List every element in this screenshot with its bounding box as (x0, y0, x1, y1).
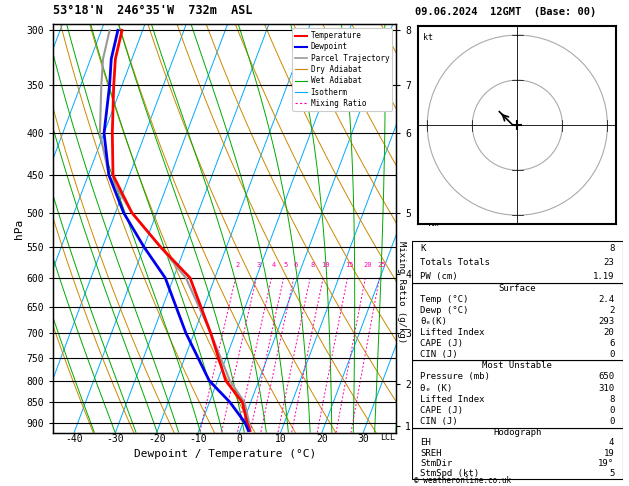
Text: CAPE (J): CAPE (J) (420, 339, 464, 348)
Text: 20: 20 (604, 328, 615, 337)
Text: 3: 3 (257, 261, 261, 268)
Text: © weatheronline.co.uk: © weatheronline.co.uk (414, 475, 511, 485)
Text: -10: -10 (189, 434, 207, 444)
Text: 19: 19 (604, 449, 615, 458)
Text: -30: -30 (106, 434, 125, 444)
Text: 4: 4 (272, 261, 276, 268)
X-axis label: Dewpoint / Temperature (°C): Dewpoint / Temperature (°C) (134, 449, 316, 459)
Text: Pressure (mb): Pressure (mb) (420, 372, 490, 382)
Text: 6: 6 (609, 339, 615, 348)
Text: LCL: LCL (380, 433, 395, 442)
Bar (412, 360, 623, 428)
Y-axis label: km
ASL: km ASL (425, 218, 442, 239)
Text: CIN (J): CIN (J) (420, 350, 458, 359)
Text: 20: 20 (316, 434, 328, 444)
Text: StmDir: StmDir (420, 459, 453, 468)
Text: 8: 8 (609, 244, 615, 253)
Text: 5: 5 (284, 261, 288, 268)
Text: 23: 23 (604, 258, 615, 267)
Y-axis label: hPa: hPa (14, 218, 24, 239)
Text: CIN (J): CIN (J) (420, 417, 458, 426)
Text: 2: 2 (609, 306, 615, 315)
Text: 8: 8 (609, 395, 615, 404)
Text: EH: EH (420, 438, 431, 448)
Text: SREH: SREH (420, 449, 442, 458)
Text: 2.4: 2.4 (598, 295, 615, 304)
Text: 4: 4 (609, 438, 615, 448)
Text: 0: 0 (609, 417, 615, 426)
Text: Lifted Index: Lifted Index (420, 328, 485, 337)
Text: StmSpd (kt): StmSpd (kt) (420, 469, 479, 478)
Text: 0: 0 (237, 434, 242, 444)
Text: PW (cm): PW (cm) (420, 272, 458, 281)
Bar (412, 428, 623, 479)
Text: 53°18'N  246°35'W  732m  ASL: 53°18'N 246°35'W 732m ASL (53, 4, 253, 17)
Text: 09.06.2024  12GMT  (Base: 00): 09.06.2024 12GMT (Base: 00) (415, 7, 596, 17)
Text: Mixing Ratio (g/kg): Mixing Ratio (g/kg) (397, 241, 406, 343)
Text: 8: 8 (310, 261, 314, 268)
Text: CAPE (J): CAPE (J) (420, 406, 464, 415)
Text: 0: 0 (609, 406, 615, 415)
Text: 6: 6 (294, 261, 298, 268)
Text: -40: -40 (65, 434, 83, 444)
Text: Hodograph: Hodograph (493, 428, 542, 437)
Text: 19°: 19° (598, 459, 615, 468)
Text: Totals Totals: Totals Totals (420, 258, 490, 267)
Text: 30: 30 (357, 434, 369, 444)
Text: 10: 10 (275, 434, 286, 444)
Text: 10: 10 (321, 261, 330, 268)
Text: 293: 293 (598, 317, 615, 326)
Legend: Temperature, Dewpoint, Parcel Trajectory, Dry Adiabat, Wet Adiabat, Isotherm, Mi: Temperature, Dewpoint, Parcel Trajectory… (292, 28, 392, 111)
Text: 0: 0 (609, 350, 615, 359)
Text: Temp (°C): Temp (°C) (420, 295, 469, 304)
Bar (412, 283, 623, 360)
Text: Lifted Index: Lifted Index (420, 395, 485, 404)
Text: θₑ (K): θₑ (K) (420, 383, 453, 393)
Text: K: K (420, 244, 426, 253)
Text: 310: 310 (598, 383, 615, 393)
Text: 1.19: 1.19 (593, 272, 615, 281)
Text: 25: 25 (377, 261, 386, 268)
Text: Most Unstable: Most Unstable (482, 361, 552, 370)
Text: θₑ(K): θₑ(K) (420, 317, 447, 326)
Text: kt: kt (423, 33, 433, 42)
Text: 5: 5 (609, 469, 615, 478)
Bar (412, 241, 623, 283)
Text: 20: 20 (363, 261, 372, 268)
Text: 15: 15 (345, 261, 353, 268)
Text: Dewp (°C): Dewp (°C) (420, 306, 469, 315)
Text: 650: 650 (598, 372, 615, 382)
Text: -20: -20 (148, 434, 165, 444)
Text: 2: 2 (236, 261, 240, 268)
Text: Surface: Surface (499, 284, 536, 294)
